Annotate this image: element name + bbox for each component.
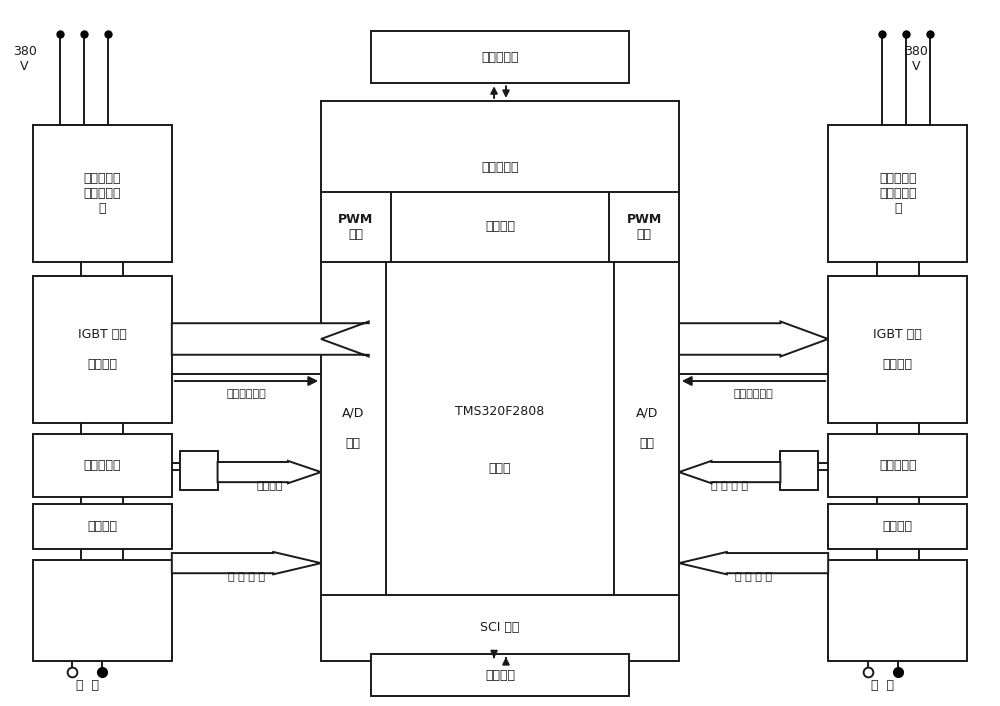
Bar [321, 101, 679, 662]
Text: 无源谐波抑
制和整流滤
波: 无源谐波抑 制和整流滤 波 [879, 172, 917, 215]
Bar [33, 560, 172, 662]
Text: A/D

模块: A/D 模块 [342, 407, 365, 450]
Polygon shape [679, 321, 828, 357]
Text: 电 流 反 馈: 电 流 反 馈 [711, 481, 748, 491]
Bar [828, 433, 967, 496]
Text: IGBT 全桥

逆变电路: IGBT 全桥 逆变电路 [78, 328, 127, 371]
Bar [828, 276, 967, 423]
Text: A/D

模块: A/D 模块 [635, 407, 658, 450]
Bar [33, 503, 172, 549]
Text: PWM
驱动: PWM 驱动 [627, 213, 662, 241]
Polygon shape [679, 552, 828, 575]
Text: 中频变压器: 中频变压器 [879, 459, 917, 472]
Text: 电 压 反 馈: 电 压 反 馈 [228, 572, 265, 582]
Bar [828, 503, 967, 549]
Bar [828, 560, 967, 662]
Bar [371, 654, 629, 696]
Polygon shape [679, 461, 780, 484]
Text: 控制板: 控制板 [489, 462, 511, 474]
Bar [33, 126, 172, 262]
Text: 电流反馈: 电流反馈 [256, 481, 283, 491]
Text: 无源谐波抑
制和整流滤
波: 无源谐波抑 制和整流滤 波 [83, 172, 121, 215]
Bar [828, 126, 967, 262]
Polygon shape [172, 321, 369, 357]
Text: 送丝机电路: 送丝机电路 [481, 161, 519, 174]
Polygon shape [172, 552, 321, 575]
Text: PWM
驱动: PWM 驱动 [338, 213, 373, 241]
Text: 峰值电流反馈: 峰值电流反馈 [734, 388, 773, 399]
Text: TMS320F2808: TMS320F2808 [455, 405, 545, 418]
Text: 双路送丝机: 双路送丝机 [481, 51, 519, 64]
Text: 整流滤波: 整流滤波 [883, 520, 913, 533]
Text: 380
V: 380 V [13, 44, 37, 73]
Text: 驱动母板: 驱动母板 [485, 220, 515, 234]
Text: 中频变压器: 中频变压器 [83, 459, 121, 472]
Text: 负  载: 负 载 [76, 678, 99, 691]
Bar [180, 451, 218, 489]
Polygon shape [218, 461, 321, 484]
Text: 整流滤波: 整流滤波 [87, 520, 117, 533]
Text: 电 压 反 馈: 电 压 反 馈 [735, 572, 772, 582]
Text: 380
V: 380 V [904, 44, 928, 73]
Bar [780, 451, 818, 489]
Bar [33, 433, 172, 496]
Bar [371, 31, 629, 83]
Text: 峰值电流反馈: 峰值电流反馈 [227, 388, 266, 399]
Bar [33, 276, 172, 423]
Text: IGBT 全桥

逆变电路: IGBT 全桥 逆变电路 [873, 328, 922, 371]
Text: 负  载: 负 载 [871, 678, 894, 691]
Text: SCI 模块: SCI 模块 [480, 621, 520, 635]
Text: 焊接面板: 焊接面板 [485, 669, 515, 682]
